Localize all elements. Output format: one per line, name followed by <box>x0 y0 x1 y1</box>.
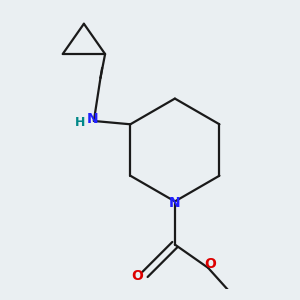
Text: H: H <box>75 116 85 129</box>
Text: N: N <box>169 196 181 210</box>
Text: O: O <box>131 269 143 283</box>
Text: O: O <box>204 257 216 271</box>
Text: N: N <box>86 112 98 126</box>
